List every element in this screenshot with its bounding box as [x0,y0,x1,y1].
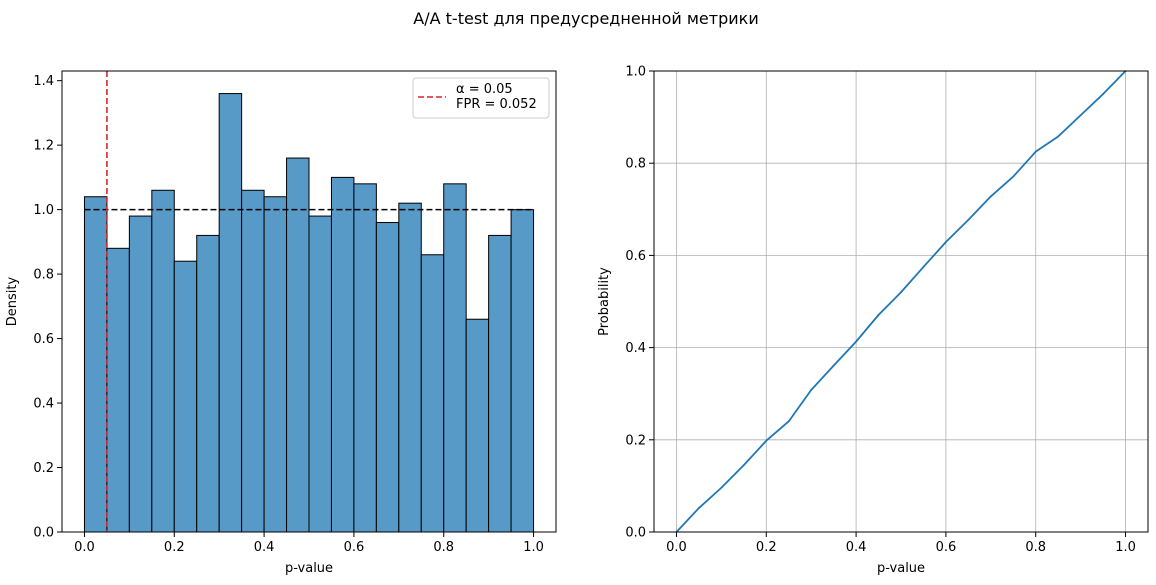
histogram-bar [443,183,467,533]
ecdf-point [989,195,992,198]
ecdf-point [855,340,857,343]
histogram-bar [375,222,400,533]
x-tick-label: 0.8 [1025,540,1046,555]
ecdf-point [1057,135,1060,138]
x-tick-label: 1.0 [523,540,544,555]
figure-title: A/A t-test для предусредненной метрики [413,9,758,28]
x-tick-label: 0.4 [254,540,275,555]
plot-frame [653,70,1149,533]
y-tick-label: 0.0 [625,526,646,541]
ecdf-point [945,241,947,243]
ecdf-line [675,70,1127,533]
histogram-bar [151,189,175,533]
x-tick-label: 0.2 [164,540,185,555]
x-tick-label: 0.6 [936,540,957,555]
y-tick-label: 1.4 [33,74,54,89]
y-tick-label: 0.4 [33,397,54,412]
ecdf-point [787,420,790,423]
histogram-bar [420,254,445,533]
x-axis-label: p-value [285,561,333,576]
ecdf-point [1012,175,1015,178]
histogram-bar [83,196,108,533]
y-tick-label: 0.2 [625,433,646,448]
histogram-bar [196,234,220,533]
y-tick-label: 0.4 [625,341,646,356]
y-tick-label: 1.0 [33,203,54,218]
histogram-bar [106,247,130,533]
ecdf-point [698,507,700,509]
y-tick-label: 0.0 [33,526,54,541]
legend-entry: α = 0.05 [456,82,513,97]
ecdf-point [900,291,902,294]
x-tick-label: 0.0 [74,540,95,555]
histogram-bar [510,209,535,533]
ecdf-panel: 0.0 0.2 0.4 0.6 0.8 1.0 0.0 0.2 0.4 0.6 0.8 1.0 p-va… [597,65,1149,576]
histogram-bar [488,234,512,533]
ecdf-point [1034,150,1037,153]
ecdf-point [877,313,880,316]
histogram-bar [241,189,265,533]
y-tick-label: 1.0 [625,65,646,80]
ecdf-point [720,486,723,489]
legend-entry: FPR = 0.052 [456,97,537,112]
grid-lines [654,70,1148,533]
histogram-bar [173,260,198,533]
x-axis-label: p-value [877,561,925,576]
y-tick-label: 0.6 [625,249,646,264]
histogram-bar [308,215,332,533]
ecdf-point [1079,114,1082,117]
histogram-bar [218,93,243,533]
histogram-bar [398,202,422,533]
y-tick-label: 0.6 [33,332,54,347]
x-tick-label: 0.8 [433,540,454,555]
ecdf-point [922,266,925,268]
y-axis-label: Density [5,276,20,326]
histogram-bar [465,318,490,533]
histogram-bar [263,196,288,533]
ecdf-point [967,219,970,221]
x-tick-label: 0.0 [666,540,687,555]
histogram-bars [83,93,535,533]
y-tick-label: 0.2 [33,461,54,476]
x-tick-label: 0.4 [846,540,867,555]
ecdf-point [765,439,768,442]
histogram-bar [353,183,377,533]
legend-box [412,77,550,119]
y-tick-label: 0.8 [33,268,54,283]
histogram-panel: 0.0 0.2 0.4 0.6 0.8 1.0 0.0 0.2 0.4 0.6 0.8 1.0 1.2 1… [5,70,557,576]
plot-frame [61,70,557,533]
y-axis-label: Probability [597,267,612,336]
histogram-bar [128,215,153,533]
histogram-bar [330,176,355,533]
x-tick-label: 0.6 [344,540,365,555]
y-tick-label: 1.2 [33,139,54,154]
x-tick-label: 0.2 [756,540,777,555]
ecdf-point [832,364,835,367]
ecdf-point [1102,93,1104,95]
ecdf-point [810,389,813,391]
x-tick-label: 1.0 [1115,540,1136,555]
ecdf-point [742,464,745,467]
histogram-bar [286,157,310,533]
y-tick-label: 0.8 [625,157,646,172]
